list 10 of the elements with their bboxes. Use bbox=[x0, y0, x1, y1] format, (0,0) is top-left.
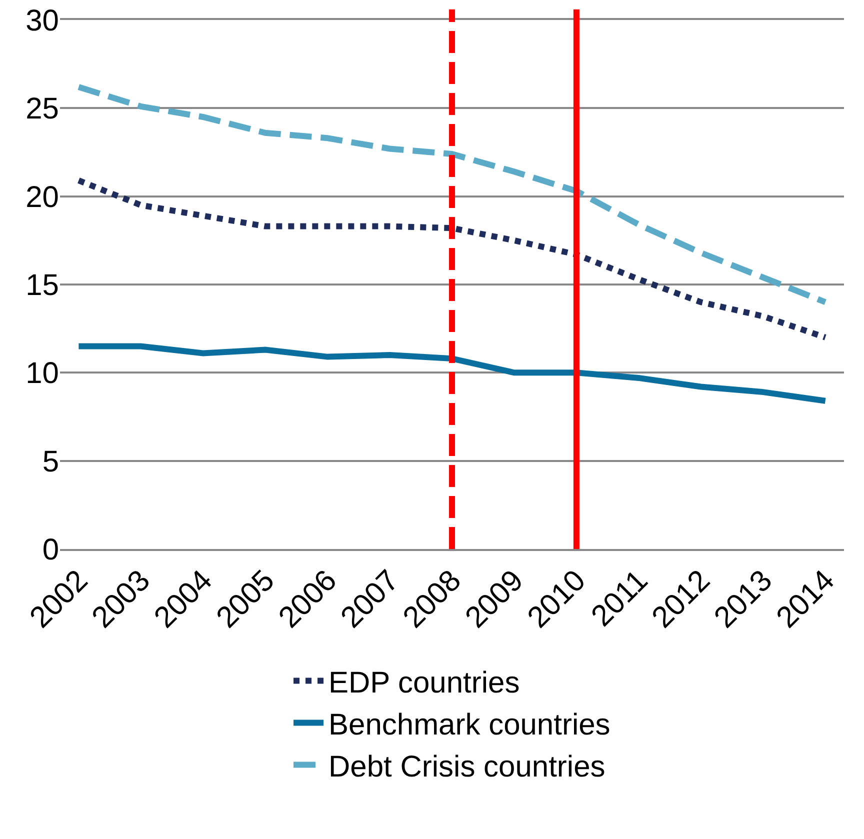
y-tick-label: 25 bbox=[26, 92, 59, 126]
y-tick-label: 10 bbox=[26, 357, 59, 390]
legend-label: EDP countries bbox=[328, 666, 520, 700]
y-tick-label: 20 bbox=[26, 180, 59, 214]
legend-label: Benchmark countries bbox=[328, 708, 610, 742]
y-tick-label: 30 bbox=[26, 4, 59, 38]
y-tick-label: 15 bbox=[26, 269, 59, 302]
y-tick-label: 5 bbox=[42, 445, 59, 478]
legend-label: Debt Crisis countries bbox=[328, 750, 606, 784]
y-tick-label: 0 bbox=[42, 534, 59, 566]
